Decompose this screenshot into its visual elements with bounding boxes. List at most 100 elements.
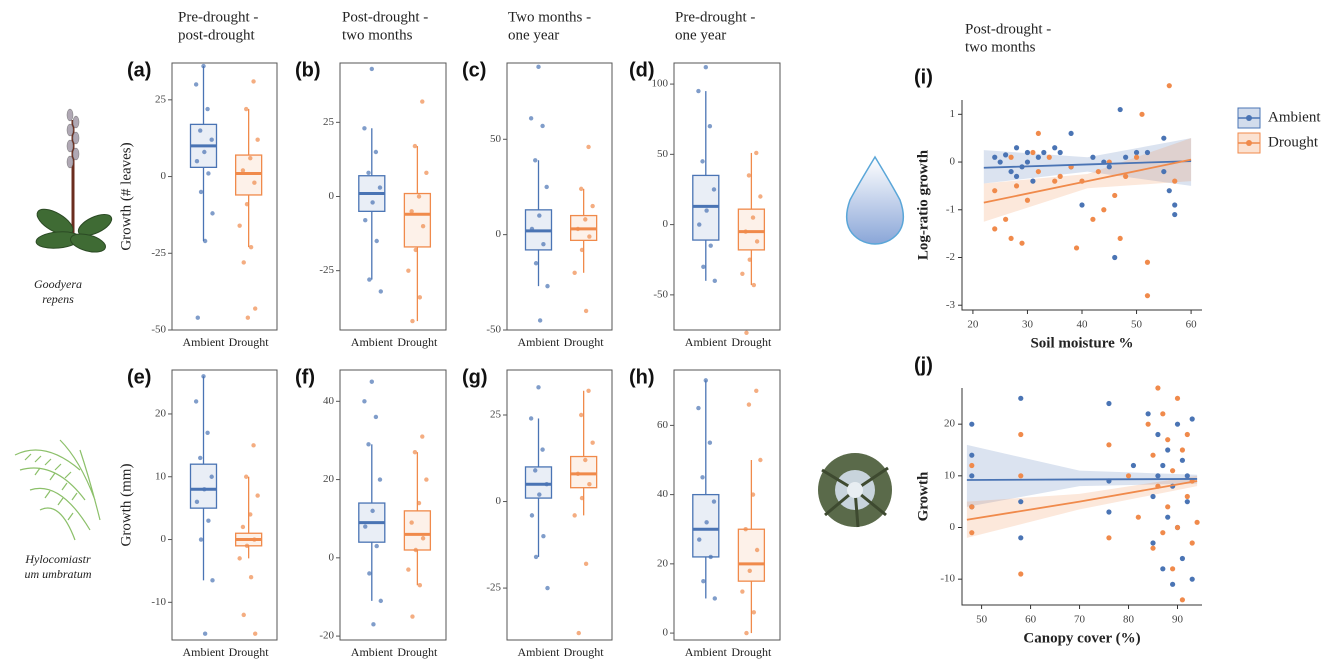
x-tick-label: Ambient <box>351 335 394 349</box>
data-point <box>1123 154 1129 160</box>
y-tick-label: 40 <box>323 395 335 407</box>
data-point <box>528 416 534 421</box>
moss-drawing <box>14 439 101 541</box>
x-tick-label: Ambient <box>183 645 226 659</box>
data-point <box>1184 499 1190 505</box>
column-header: two months <box>965 39 1036 55</box>
data-point <box>754 150 759 156</box>
data-point <box>969 504 975 510</box>
data-point <box>255 137 260 142</box>
box <box>524 466 553 499</box>
fit-line <box>983 158 1192 204</box>
panel-label: (e) <box>127 366 151 388</box>
y-tick-label: -2 <box>946 251 955 263</box>
data-point <box>1003 216 1009 222</box>
data-point <box>420 434 425 439</box>
plot-frame <box>506 62 613 331</box>
y-tick-label: 0 <box>496 495 502 507</box>
data-point <box>533 158 538 163</box>
data-point <box>700 159 705 164</box>
data-point <box>374 238 379 244</box>
data-point <box>237 223 242 228</box>
panel-label: (h) <box>629 366 655 388</box>
data-point <box>1018 395 1024 401</box>
data-point <box>1018 535 1024 541</box>
y-tick-label: 10 <box>944 469 956 481</box>
data-point <box>194 159 200 164</box>
data-point <box>1184 431 1190 438</box>
data-point <box>747 568 752 573</box>
data-point <box>1184 473 1190 479</box>
y-tick-label: 0 <box>329 190 335 202</box>
data-point <box>1018 499 1024 505</box>
x-tick-label: 50 <box>976 614 988 626</box>
panel-label: (i) <box>914 66 933 88</box>
panel-label: (b) <box>295 59 321 81</box>
data-point <box>1090 216 1096 222</box>
data-point <box>1165 514 1171 520</box>
data-point <box>406 268 411 273</box>
data-point <box>377 185 383 190</box>
data-point <box>1106 400 1112 407</box>
data-point <box>194 499 200 505</box>
y-tick-label: 40 <box>657 488 669 500</box>
data-point <box>243 474 249 479</box>
y-axis-label: Log-ratio growth <box>915 149 931 260</box>
data-point <box>541 533 546 539</box>
data-point <box>712 596 717 601</box>
data-point <box>412 143 418 149</box>
data-point <box>707 124 713 129</box>
data-point <box>241 612 246 618</box>
data-point <box>378 598 383 604</box>
box <box>189 463 218 509</box>
axis-lines <box>961 388 1202 606</box>
data-point <box>1052 178 1058 184</box>
data-point <box>700 475 705 480</box>
data-point <box>746 173 752 178</box>
data-point <box>201 374 206 379</box>
data-point <box>1155 473 1161 479</box>
data-point <box>704 208 709 213</box>
data-point <box>1144 293 1151 299</box>
data-point <box>587 234 592 239</box>
data-point <box>754 547 760 553</box>
data-point <box>1144 259 1151 265</box>
data-point <box>377 477 383 482</box>
y-tick-label: -3 <box>946 299 956 311</box>
data-point <box>363 524 368 529</box>
data-point <box>1155 385 1161 391</box>
data-point <box>205 430 210 435</box>
data-point <box>240 168 246 173</box>
data-point <box>711 499 717 504</box>
data-point <box>374 543 379 549</box>
x-tick-label: Ambient <box>685 645 728 659</box>
data-point <box>1112 192 1118 199</box>
data-point <box>378 289 383 294</box>
y-tick-label: 25 <box>490 409 502 421</box>
column-header: one year <box>508 27 559 43</box>
column-header: Pre-drought - <box>675 9 755 25</box>
data-point <box>245 315 251 320</box>
data-point <box>1008 168 1014 175</box>
data-point <box>420 223 426 229</box>
canopy-photo <box>818 453 892 528</box>
data-point <box>533 554 539 560</box>
data-point <box>1170 566 1176 572</box>
data-point <box>1112 254 1118 261</box>
data-point <box>1019 240 1025 246</box>
data-point <box>1179 555 1186 562</box>
data-point <box>740 589 745 594</box>
data-point <box>367 277 372 282</box>
data-point <box>1073 245 1080 251</box>
data-point <box>240 524 246 530</box>
data-point <box>1165 437 1171 443</box>
data-point <box>1133 149 1140 156</box>
data-point <box>424 170 429 175</box>
x-tick-label: 30 <box>1022 319 1034 331</box>
data-point <box>248 155 253 161</box>
data-point <box>206 518 211 523</box>
box <box>737 528 766 582</box>
data-point <box>1174 524 1181 531</box>
data-point <box>1117 106 1123 113</box>
data-point <box>1018 431 1024 438</box>
